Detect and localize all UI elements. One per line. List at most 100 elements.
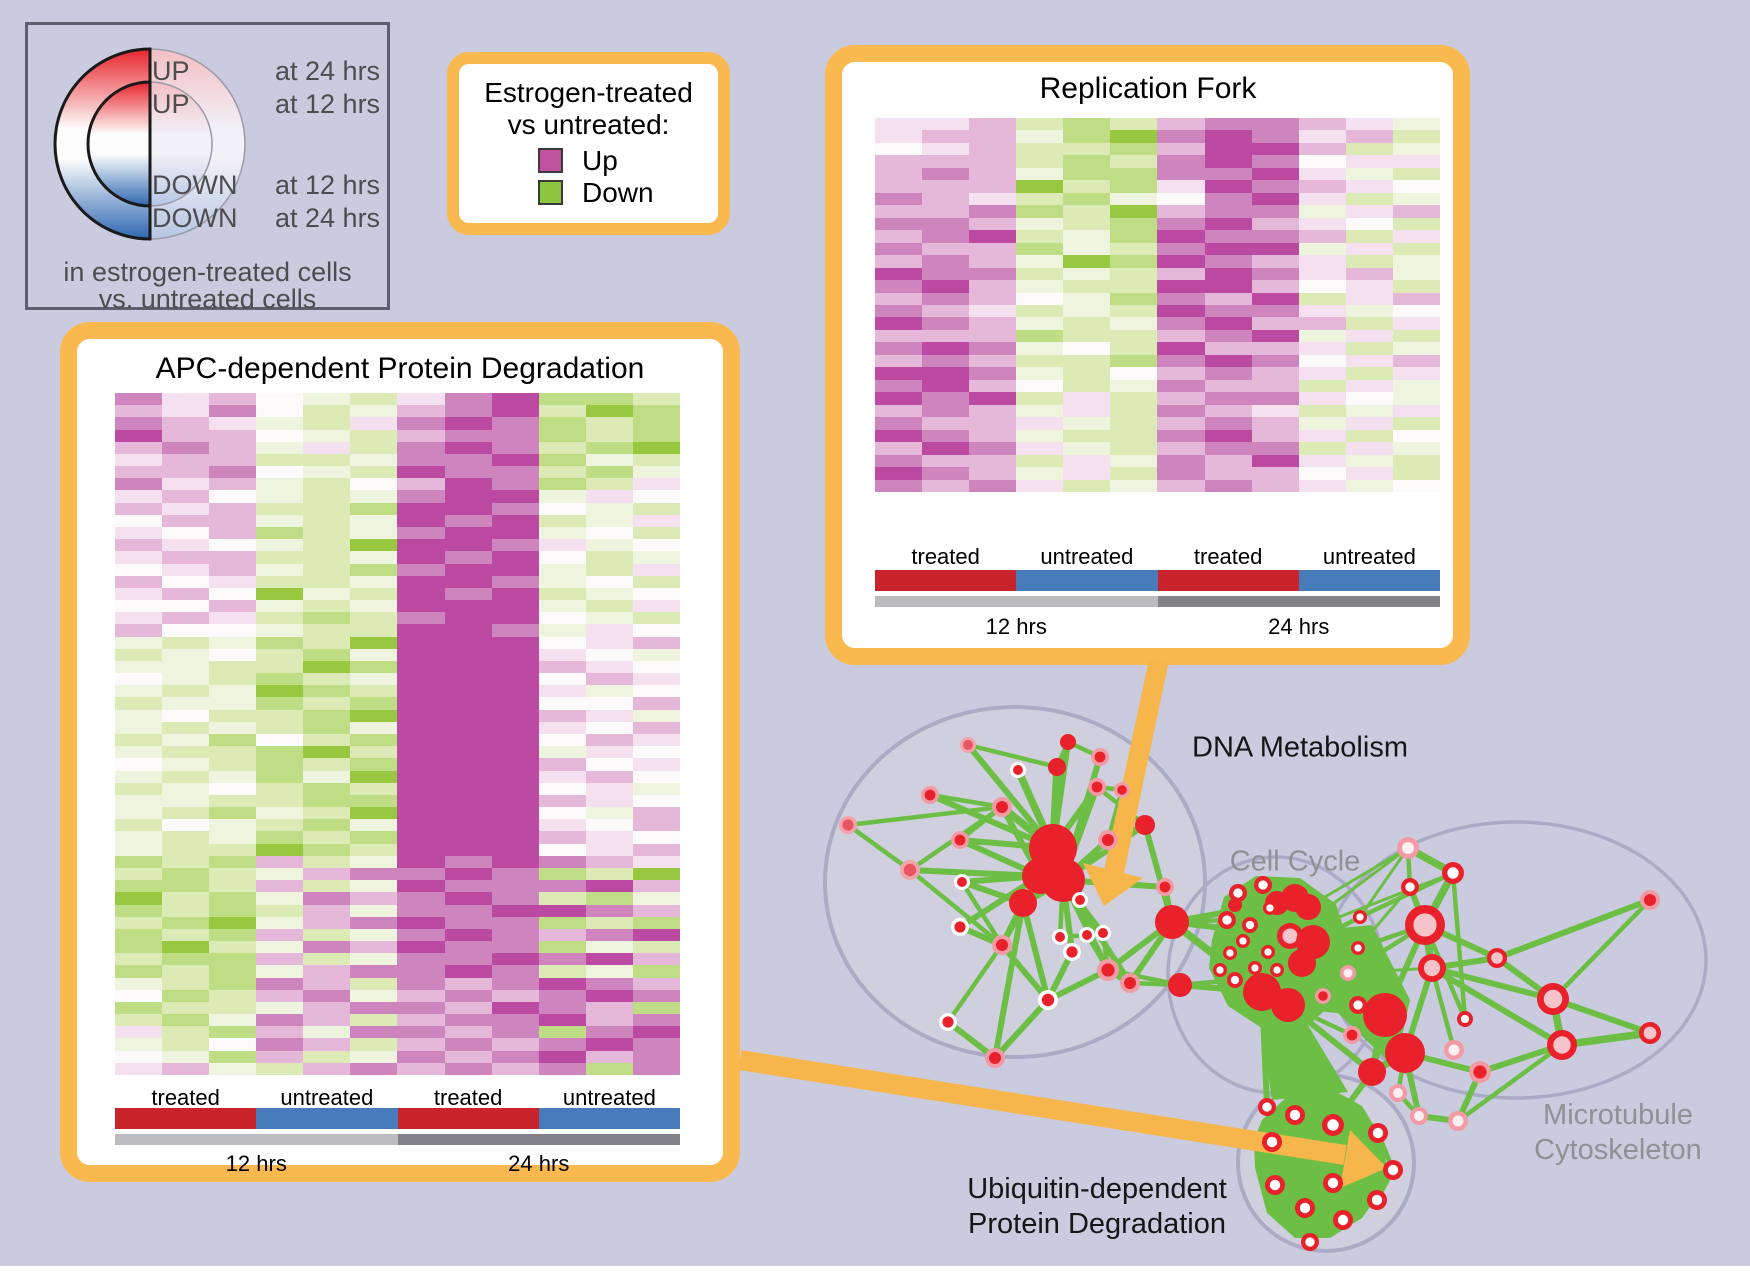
heatmap-cell [538,965,586,978]
heatmap-cell [115,526,163,540]
network-node [1288,949,1316,977]
heatmap-cell [969,280,1017,293]
heatmap-cell [1157,354,1205,368]
heatmap-cell [538,1062,586,1075]
heatmap-cell [303,721,351,734]
heatmap-cell [922,155,970,168]
heatmap-cell [632,600,680,613]
heatmap-cell [397,819,445,832]
heatmap-cell [397,807,445,820]
cell-cycle-label: Cell Cycle [1229,845,1361,878]
heatmap-cell [115,953,163,966]
network-node-core [963,740,973,750]
heatmap-cell [1345,304,1393,318]
heatmap-cell [1063,379,1111,393]
heatmap-cell [585,721,633,734]
heatmap-cell [585,393,633,406]
heatmap-cell [1298,267,1346,281]
network-node-core [1353,1000,1363,1010]
heatmap-cell [538,928,586,942]
heatmap-cell [162,490,210,503]
treatment-bar-segment [1016,570,1158,591]
heatmap-cell [303,1001,351,1015]
group-label: untreated [562,1085,656,1110]
heatmap-cell [162,600,210,613]
heatmap-cell [209,648,257,661]
network-node-core [954,834,966,846]
estrogen-legend-title-line2: vs untreated: [507,109,670,140]
heatmap-cell [209,709,257,722]
heatmap-cell [397,587,445,601]
heatmap-cell [1063,280,1111,293]
heatmap-cell [1251,342,1299,355]
heatmap-cell [1298,479,1346,492]
heatmap-cell [444,600,492,613]
heatmap-cell [1251,429,1299,443]
heatmap-cell [162,648,210,661]
heatmap-cell [256,734,304,747]
network-node-core [1299,1202,1311,1214]
heatmap-cell [1204,342,1252,355]
heatmap-cell [969,205,1017,218]
heatmap-cell [922,404,970,418]
heatmap-cell [1063,454,1111,468]
heatmap-cell [1110,442,1158,455]
heatmap-cell [256,636,304,649]
heatmap-cell [1204,417,1252,430]
heatmap-cell [1063,354,1111,368]
heatmap-cell [1251,217,1299,231]
heatmap-cell [115,941,163,954]
heatmap-cell [969,292,1017,305]
heatmap-cell [303,904,351,917]
heatmap-cell [397,660,445,674]
heatmap-cell [350,612,398,625]
heatmap-cell [256,660,304,674]
heatmap-cell [1063,417,1111,430]
heatmap-cell [256,746,304,759]
heatmap-cell [585,1014,633,1027]
heatmap-cell [209,697,257,710]
heatmap-cell [491,685,539,698]
heatmap-cell [1251,354,1299,368]
heatmap-cell [115,1050,163,1063]
heatmap-cell [303,490,351,503]
heatmap-cell [256,417,304,430]
heatmap-cell [632,526,680,540]
network-node [1271,988,1305,1022]
heatmap-cell [1157,317,1205,330]
heatmap-cell [350,807,398,820]
heatmap-cell [632,1050,680,1063]
network-edge [1356,886,1412,949]
network-node-core [1447,867,1459,879]
heatmap-cell [1063,205,1111,218]
heatmap-cell [632,916,680,929]
heatmap-cell [162,953,210,966]
heatmap-cell [922,217,970,231]
heatmap-cell [1345,329,1393,343]
heatmap-cell [1110,192,1158,206]
network-node-core [1405,882,1415,892]
heatmap-cell [585,843,633,856]
heatmap-cell [303,636,351,649]
heatmap-cell [350,526,398,540]
heatmap-cell [875,167,923,181]
heatmap-cell [875,180,923,193]
heatmap-cell [162,441,210,454]
heatmap-cell [1016,442,1064,455]
heatmap-cell [1345,392,1393,405]
heatmap-cell [1110,130,1158,143]
heatmap-cell [303,563,351,576]
heatmap-cell [585,1050,633,1063]
heatmap-cell [115,977,163,990]
heatmap-cell [444,648,492,661]
heatmap-cell [1251,180,1299,193]
heatmap-cell [875,142,923,156]
heatmap-cell [256,1014,304,1027]
network-edge [992,997,1051,1061]
network-node-core [842,819,854,831]
heatmap-cell [969,267,1017,281]
heatmap-cell [115,1014,163,1027]
heatmap-cell [162,405,210,418]
heatmap-cell [1110,379,1158,393]
heatmap-cell [444,977,492,990]
